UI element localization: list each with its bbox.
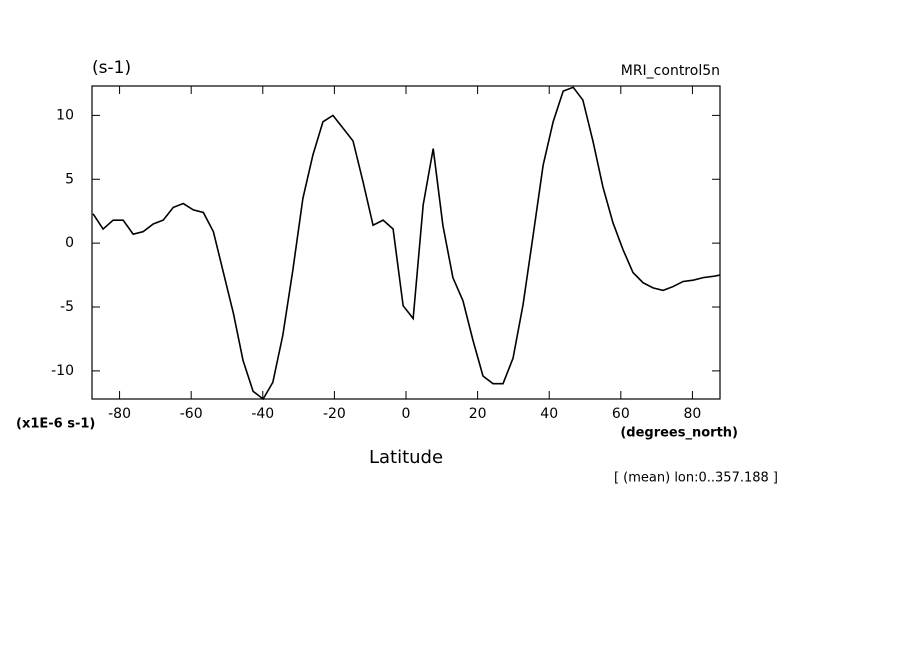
- x-tick-label: 40: [540, 406, 558, 422]
- y-tick-label: -5: [60, 299, 74, 315]
- x-tick-label: 0: [402, 406, 411, 422]
- x-tick-label: -40: [251, 406, 274, 422]
- y-tick-label: -10: [51, 363, 74, 379]
- x-tick-label: 80: [684, 406, 702, 422]
- plot-frame: [91, 85, 721, 400]
- y-tick-label: 5: [65, 171, 74, 187]
- x-tick-label: -80: [108, 406, 131, 422]
- x-axis-label: Latitude: [369, 447, 443, 468]
- x-tick-label: -20: [323, 406, 346, 422]
- y-tick-label: 10: [56, 107, 74, 123]
- data-line: [92, 86, 721, 401]
- x-tick-label: 20: [469, 406, 487, 422]
- y-tick-label: 0: [65, 235, 74, 251]
- x-tick-label: 60: [612, 406, 630, 422]
- chart-title: MRI_control5n: [621, 63, 720, 79]
- x-tick-label: -60: [180, 406, 203, 422]
- annotation: [ (mean) lon:0..357.188 ]: [614, 471, 778, 486]
- y-scale-label: (x1E-6 s-1): [16, 417, 95, 432]
- y-axis-label: (s-1): [92, 58, 131, 78]
- x-unit-label: (degrees_north): [620, 426, 738, 441]
